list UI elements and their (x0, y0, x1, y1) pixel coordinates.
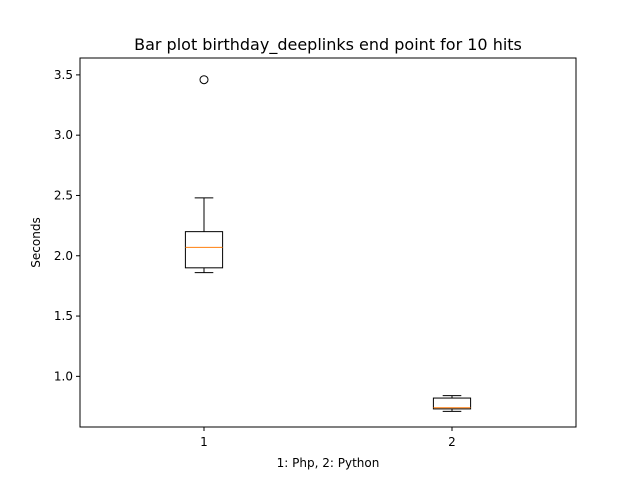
y-tick-label: 3.5 (54, 68, 73, 82)
outlier-point (199, 75, 209, 85)
x-axis-label: 1: Php, 2: Python (277, 456, 380, 470)
box-group (184, 75, 224, 274)
y-tick-label: 2.0 (54, 249, 73, 263)
y-tick-label: 1.5 (54, 309, 73, 323)
x-tick-label: 1 (200, 435, 208, 449)
y-tick-label: 3.0 (54, 128, 73, 142)
box-iqr (432, 397, 472, 410)
y-axis-label: Seconds (29, 217, 43, 267)
y-tick-label: 1.0 (54, 369, 73, 383)
plot-frame (79, 57, 577, 428)
y-tick-label: 2.5 (54, 188, 73, 202)
plot-area (184, 75, 472, 412)
x-tick-label: 2 (448, 435, 456, 449)
box-iqr (184, 231, 224, 269)
box-group (432, 395, 472, 412)
chart-title: Bar plot birthday_deeplinks end point fo… (134, 35, 522, 55)
